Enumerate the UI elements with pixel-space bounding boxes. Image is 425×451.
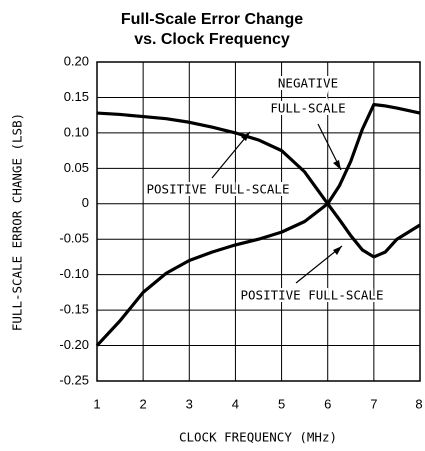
x-tick-label: 4 [232, 396, 239, 411]
y-tick-label: 0.05 [64, 160, 89, 175]
arrow [211, 131, 251, 179]
y-tick-label: -0.15 [59, 302, 89, 317]
y-tick-label: 0.20 [64, 53, 89, 68]
chart-title: vs. Clock Frequency [134, 31, 290, 48]
annotation: POSITIVE FULL-SCALE [147, 182, 290, 197]
arrow [295, 245, 343, 284]
annotation: NEGATIVE [278, 76, 338, 91]
chart-title: Full-Scale Error Change [121, 11, 303, 28]
x-tick-label: 3 [186, 396, 193, 411]
y-axis-label: FULL-SCALE ERROR CHANGE (LSB) [10, 113, 25, 331]
annotations: NEGATIVE FULL-SCALE POSITIVE FULL-SCALE … [144, 73, 386, 305]
line-series [95, 102, 421, 347]
y-tick-label: -0.10 [59, 266, 89, 281]
x-tick-label: 6 [324, 396, 331, 411]
x-tick-label: 5 [278, 396, 285, 411]
plot-area: -0.25 -0.20 -0.15 -0.10 -0.05 0 0.05 0.10 0.15 0.… [59, 53, 422, 411]
annotation: FULL-SCALE [270, 101, 345, 116]
arrow-head [333, 160, 341, 170]
x-tick-label: 8 [415, 396, 422, 411]
x-tick-label: 1 [93, 396, 100, 411]
y-tick-label: -0.25 [59, 372, 89, 387]
y-tick-label: 0 [82, 195, 89, 210]
arrow-head [241, 132, 250, 141]
x-tick-label: 2 [140, 396, 147, 411]
y-tick-label: -0.20 [59, 337, 89, 352]
y-tick-label: 0.10 [64, 124, 89, 139]
x-tick-label: 7 [370, 396, 377, 411]
line-series [96, 111, 421, 259]
y-tick-label: -0.05 [59, 231, 89, 246]
plot-frame [96, 61, 421, 382]
arrow-head [333, 246, 342, 255]
x-axis-label: CLOCK FREQUENCY (MHz) [179, 430, 337, 445]
annotation: POSITIVE FULL-SCALE [241, 288, 384, 303]
y-tick-label: 0.15 [64, 89, 89, 104]
